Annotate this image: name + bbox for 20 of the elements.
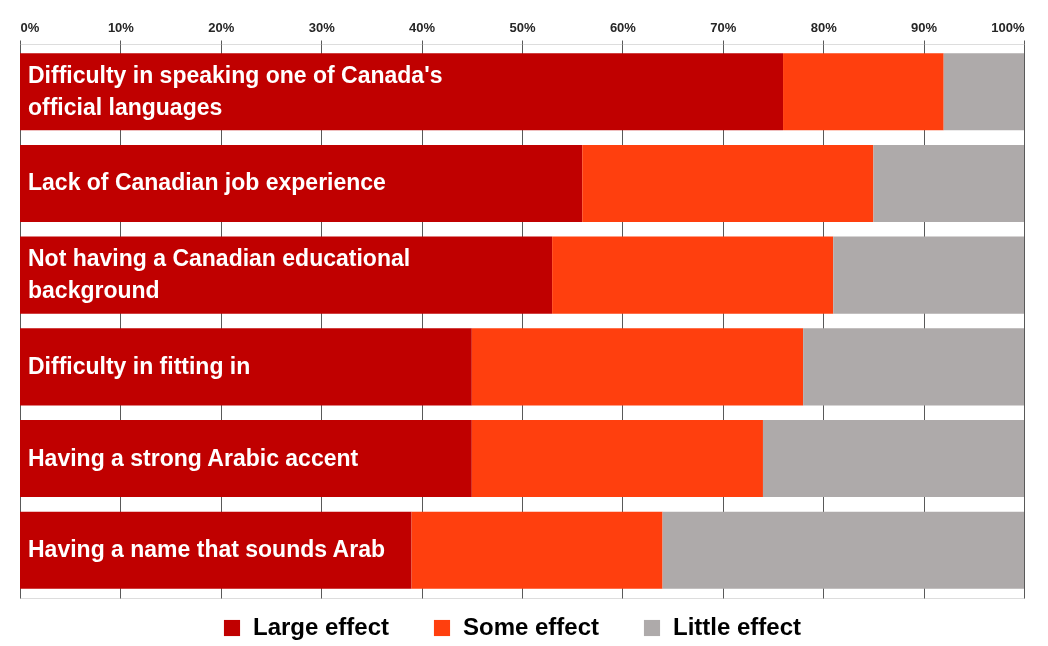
x-tick-label: 10% bbox=[107, 19, 135, 35]
x-tick-label: 40% bbox=[409, 19, 436, 35]
y-tick-label: Not having a Canadian educational background bbox=[28, 245, 411, 304]
x-tick-label: 60% bbox=[609, 19, 637, 35]
y-tick-label: Lack of Canadian job experience bbox=[28, 169, 386, 196]
x-tick-label: 80% bbox=[810, 19, 838, 35]
y-tick-label: Having a strong Arabic accent bbox=[28, 444, 359, 471]
x-tick-label: 30% bbox=[308, 19, 336, 35]
legend-label: Some effect bbox=[463, 613, 600, 640]
x-tick-label: 70% bbox=[710, 19, 737, 35]
legend-label: Large effect bbox=[253, 613, 390, 640]
x-tick-label: 0% bbox=[20, 19, 40, 35]
y-tick-label: Difficulty in fitting in bbox=[28, 352, 251, 379]
legend-label: Little effect bbox=[673, 613, 802, 640]
x-tick-label: 20% bbox=[208, 19, 235, 35]
y-tick-label: Having a name that sounds Arab bbox=[28, 536, 385, 563]
x-tick-label: 90% bbox=[911, 19, 938, 35]
x-tick-label: 50% bbox=[509, 19, 536, 35]
x-tick-label: 100% bbox=[991, 19, 1025, 35]
y-tick-label: Difficulty in speaking one of Canada's official languages bbox=[28, 61, 443, 120]
